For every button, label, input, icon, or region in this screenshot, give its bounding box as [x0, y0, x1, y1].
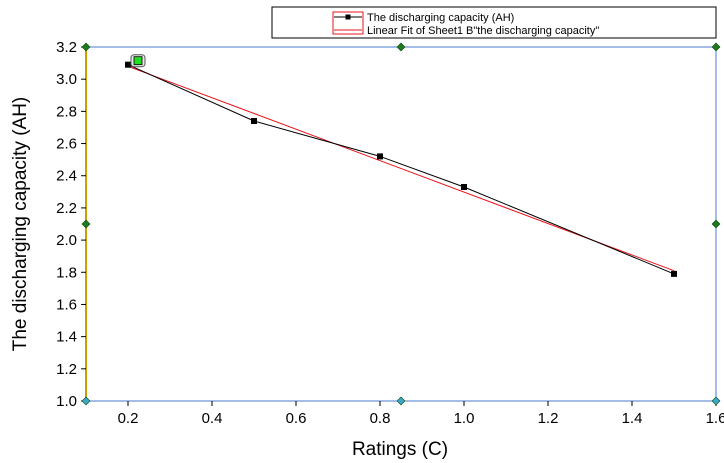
- x-axis-title: Ratings (C): [352, 439, 448, 460]
- legend-swatch-outline: [332, 11, 364, 35]
- data-point[interactable]: [125, 61, 131, 68]
- y-tick-label: 1.0: [56, 393, 77, 410]
- data-point[interactable]: [251, 118, 257, 125]
- plot-frame[interactable]: [85, 46, 717, 402]
- legend[interactable]: The discharging capacity (AH) Linear Fit…: [271, 6, 717, 39]
- y-tick-label: 3.2: [56, 39, 77, 56]
- axes: 1.0 1.2 1.4 1.6 1.8 2.0 2.2 2.4 2.6 2.8 3.0 3.2 0.2 0…: [56, 39, 724, 427]
- y-tick-label: 2.0: [56, 232, 77, 249]
- series-line-capacity: [127, 64, 675, 275]
- y-tick-label: 1.2: [56, 361, 77, 378]
- legend-marker-capacity: [345, 14, 351, 20]
- x-tick-label: 1.0: [454, 410, 475, 427]
- x-tick-label: 1.6: [706, 410, 724, 427]
- data-point[interactable]: [377, 153, 383, 160]
- handle-top-right[interactable]: [711, 42, 721, 52]
- handle-top-left[interactable]: [81, 42, 91, 52]
- y-tick-label: 3.0: [56, 71, 77, 88]
- y-tick-label: 2.6: [56, 136, 77, 153]
- handle-left[interactable]: [81, 219, 91, 229]
- legend-label-capacity: The discharging capacity (AH): [367, 12, 514, 24]
- y-tick-label: 1.4: [56, 329, 77, 346]
- selection-handles[interactable]: [81, 42, 721, 406]
- y-tick-label: 2.2: [56, 200, 77, 217]
- x-tick-label: 0.2: [118, 410, 139, 427]
- y-axis-title: The discharging capacity (AH): [10, 97, 31, 352]
- handle-bottom-left[interactable]: [81, 396, 91, 406]
- x-tick-label: 0.6: [286, 410, 307, 427]
- legend-label-fit: Linear Fit of Sheet1 B"the discharging c…: [367, 25, 599, 37]
- handle-top[interactable]: [396, 42, 406, 52]
- y-tick-label: 2.8: [56, 103, 77, 120]
- x-tick-label: 1.4: [622, 410, 643, 427]
- y-tick-label: 1.6: [56, 296, 77, 313]
- y-tick-label: 2.4: [56, 168, 77, 185]
- handle-bottom-right[interactable]: [711, 396, 721, 406]
- x-tick-label: 0.4: [202, 410, 223, 427]
- series-layer: [125, 54, 677, 277]
- data-point[interactable]: [671, 270, 677, 277]
- selected-point-marker[interactable]: [133, 56, 143, 66]
- x-tick-label: 0.8: [370, 410, 391, 427]
- x-tick-label: 1.2: [538, 410, 559, 427]
- handle-bottom[interactable]: [396, 396, 406, 406]
- data-point[interactable]: [461, 183, 467, 190]
- y-tick-label: 1.8: [56, 264, 77, 281]
- handle-right[interactable]: [711, 219, 721, 229]
